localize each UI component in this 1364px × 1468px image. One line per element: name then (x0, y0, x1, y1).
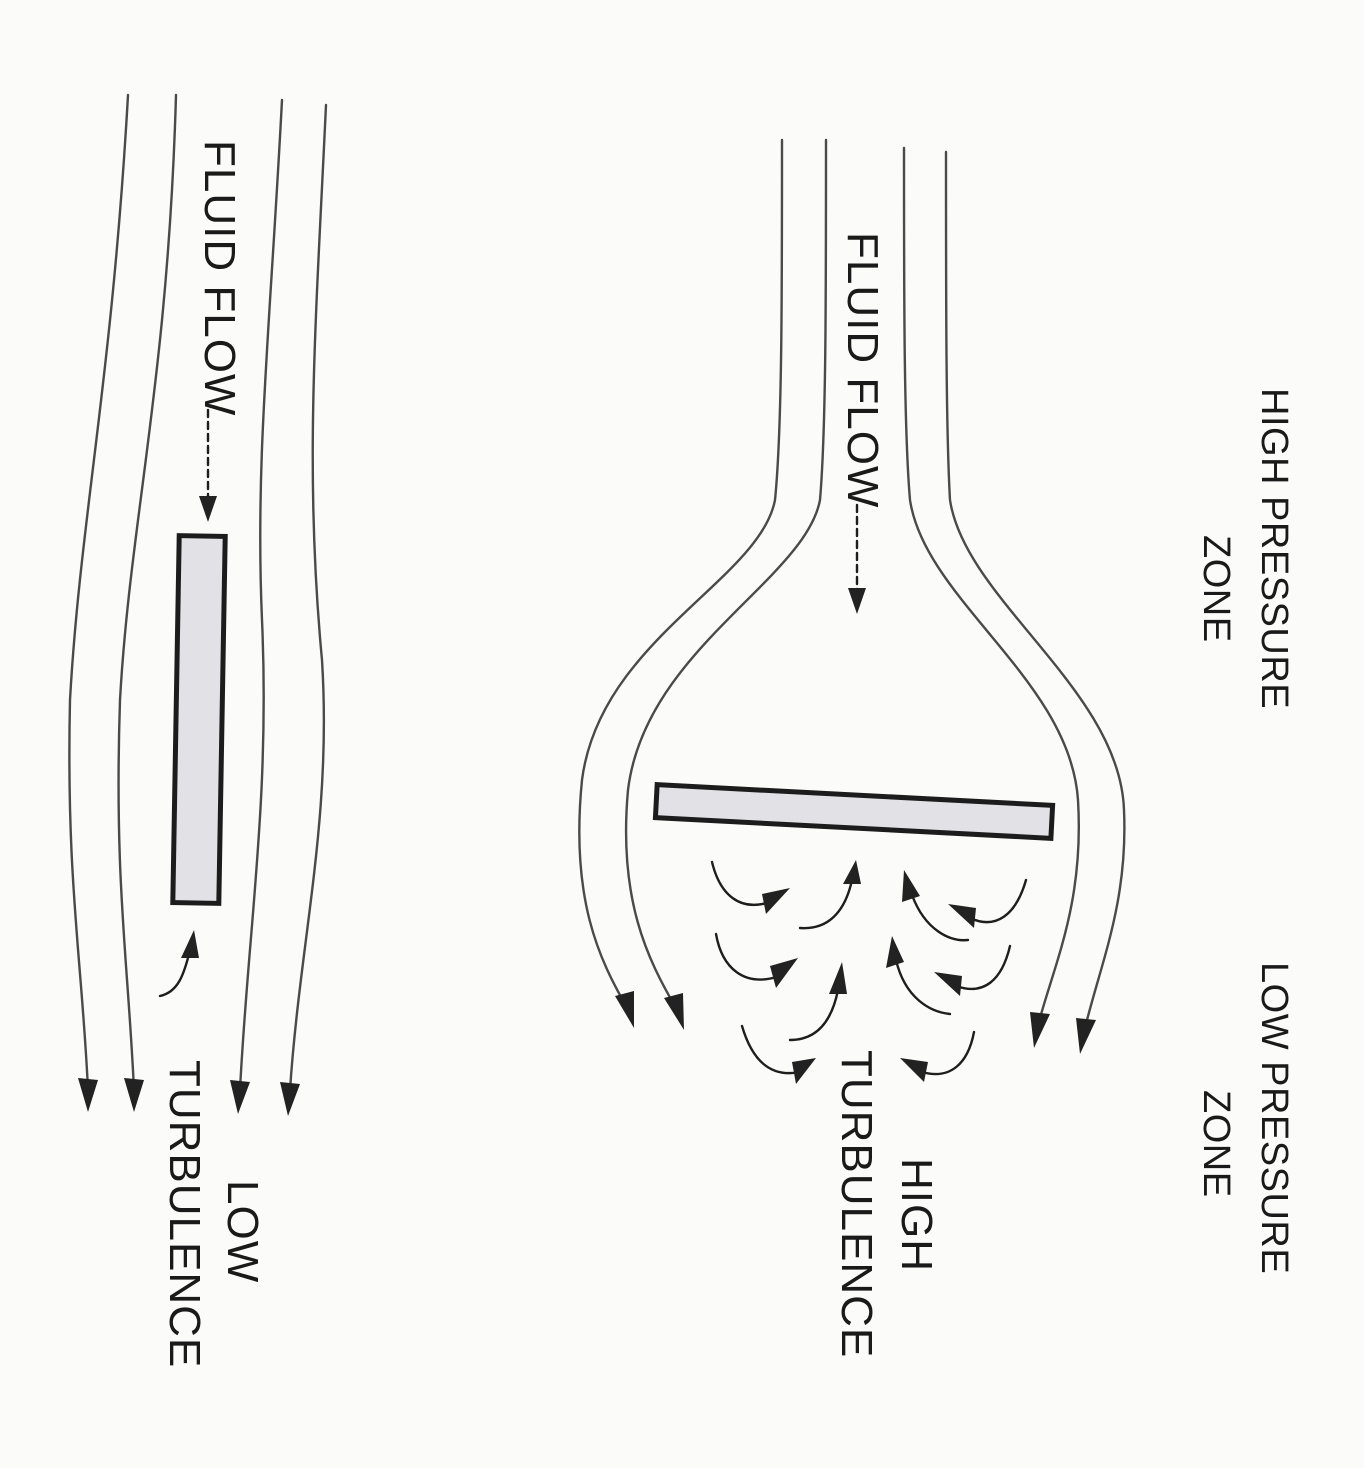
left-plate (170, 533, 228, 906)
right-streamline-3-arrowhead (1030, 1012, 1050, 1048)
eddy-arrow (798, 878, 854, 930)
eddy-arrow (920, 1030, 976, 1076)
eddy-arrow (710, 860, 772, 907)
eddy-arrow (714, 932, 782, 981)
right-streamline-4 (944, 150, 1126, 1026)
left-streamline-3 (238, 98, 284, 1092)
right-streamline-1 (578, 138, 784, 1008)
right-turbulence-label-line2: TURBULENCE (832, 1050, 881, 1358)
eddy-arrowhead (900, 1058, 928, 1082)
eddy-arrow (788, 988, 840, 1042)
eddy-arrow (968, 878, 1028, 924)
left-streamline-2 (117, 93, 178, 1092)
high-pressure-zone-label-line1: HIGH PRESSURE (1253, 388, 1295, 709)
left-streamline-4 (288, 103, 328, 1092)
left-streamline-1 (68, 93, 130, 1092)
eddy-arrow (894, 958, 952, 1016)
right-plate (652, 782, 1056, 841)
high-pressure-zone-label-line2: ZONE (1195, 535, 1237, 643)
left-streamline-3-arrowhead (230, 1080, 250, 1114)
eddy-arrowhead (770, 958, 798, 988)
eddy-arrow (740, 1024, 802, 1075)
eddy-arrowhead (762, 888, 790, 914)
right-streamline-2 (624, 138, 828, 1010)
right-flow-direction-arrowhead (848, 588, 866, 614)
left-flow-direction-arrowhead (199, 496, 217, 522)
left-eddy-arrowhead (181, 930, 199, 958)
low-pressure-zone-label-line2: ZONE (1195, 1090, 1237, 1198)
right-turbulence-label-line1: HIGH (892, 1158, 941, 1272)
eddy-arrow (910, 893, 970, 942)
left-turbulence-label-line2: TURBULENCE (160, 1060, 209, 1368)
eddy-arrowhead (843, 860, 861, 884)
left-streamline-2-arrowhead (124, 1078, 144, 1112)
right-streamline-4-arrowhead (1076, 1018, 1096, 1054)
right-streamline-3 (902, 146, 1080, 1020)
low-pressure-zone-label-line1: LOW PRESSURE (1253, 962, 1295, 1274)
eddy-arrowhead (886, 936, 904, 968)
eddy-arrow (954, 944, 1012, 991)
right-streamline-2-arrowhead (664, 993, 684, 1030)
left-streamline-4-arrowhead (280, 1082, 300, 1116)
left-panel-low-turbulence: FLUID FLOW LOW TURBULENCE (68, 93, 328, 1368)
eddy-arrowhead (829, 962, 847, 994)
right-panel-high-turbulence: FLUID FLOW HIGH PRESSURE ZONE LOW PRESSU… (578, 138, 1295, 1358)
eddy-arrowhead (902, 870, 920, 902)
eddy-arrowhead (792, 1058, 816, 1084)
right-streamline-1-arrowhead (615, 991, 634, 1028)
eddy-arrowhead (934, 972, 962, 996)
left-turbulence-label-line1: LOW (218, 1180, 267, 1283)
right-fluid-flow-label: FLUID FLOW (838, 232, 887, 508)
right-turbulent-eddies (710, 860, 1028, 1084)
left-streamline-1-arrowhead (78, 1078, 98, 1112)
eddy-arrowhead (948, 904, 976, 928)
left-fluid-flow-label: FLUID FLOW (195, 140, 244, 416)
